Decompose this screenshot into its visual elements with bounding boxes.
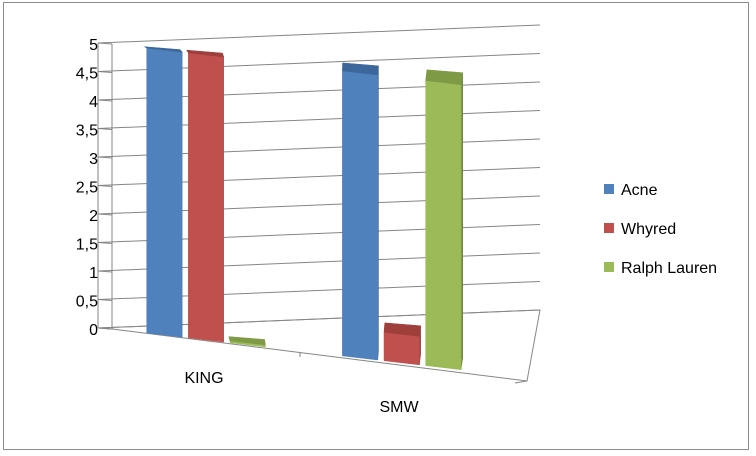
bar-whyred-smw	[383, 322, 421, 366]
y-tick-label: 3,5	[76, 123, 98, 140]
side-gridline-3	[97, 242, 113, 244]
x-axis-end-tick	[514, 380, 528, 384]
bar-whyred-king	[186, 49, 225, 343]
bar-side	[460, 72, 464, 370]
bar-ralph-lauren-king	[228, 336, 266, 348]
y-tick-label: 5	[89, 37, 98, 54]
side-gridline-5	[97, 185, 113, 187]
category-label-smw: SMW	[379, 399, 419, 416]
legend-label: Whyred	[621, 221, 676, 238]
legend-item-ralph-lauren: Ralph Lauren	[604, 260, 717, 277]
side-gridline-7	[97, 128, 113, 130]
legend-swatch	[604, 223, 614, 233]
bar-top	[186, 49, 225, 58]
y-tick-label: 2	[89, 208, 98, 225]
side-gridline-4	[97, 213, 113, 216]
y-tick-label: 4,5	[76, 66, 98, 83]
side-gridline-8	[97, 99, 113, 102]
bar-front	[342, 70, 379, 361]
bar-top	[144, 46, 183, 53]
bar-ralph-lauren-smw	[425, 69, 464, 370]
legend-swatch	[604, 184, 614, 194]
legend-label: Acne	[621, 182, 658, 199]
bar-front	[188, 52, 224, 343]
side-gridline-6	[97, 156, 113, 159]
side-gridline-9	[97, 71, 113, 73]
bar-front	[383, 331, 420, 366]
bar-front	[425, 80, 462, 370]
bar-top	[228, 336, 266, 346]
legend-item-acne: Acne	[604, 182, 658, 199]
legend-label: Ralph Lauren	[621, 260, 717, 277]
legend-swatch	[604, 262, 614, 272]
bar-acne-smw	[342, 62, 379, 361]
category-labels: KING SMW	[184, 370, 419, 416]
side-gridline-2	[97, 270, 113, 273]
y-tick-label: 3	[89, 151, 98, 168]
y-tick-label: 4	[89, 94, 98, 111]
bar-acne-king	[144, 46, 183, 338]
y-tick-label: 1,5	[76, 237, 98, 254]
legend: Acne Whyred Ralph Lauren	[604, 182, 717, 277]
bar-top	[383, 322, 421, 337]
y-tick-label: 1	[89, 265, 98, 282]
y-tick-label: 0,5	[76, 294, 98, 311]
category-label-king: KING	[184, 370, 223, 387]
y-axis-tick-labels: 0 0,5 1 1,5 2 2,5 3 3,5 4 4,5 5	[76, 37, 98, 339]
side-gridline-10	[97, 42, 113, 45]
bar-top	[425, 69, 464, 85]
side-gridline-1	[97, 299, 113, 301]
gridline-10	[97, 24, 541, 44]
bar-top	[342, 62, 379, 76]
legend-item-whyred: Whyred	[604, 221, 676, 238]
side-gridline-0	[97, 327, 113, 330]
bar-front	[146, 47, 183, 338]
bars	[144, 46, 464, 370]
y-tick-label: 2,5	[76, 180, 98, 197]
y-tick-label: 0	[89, 322, 98, 339]
